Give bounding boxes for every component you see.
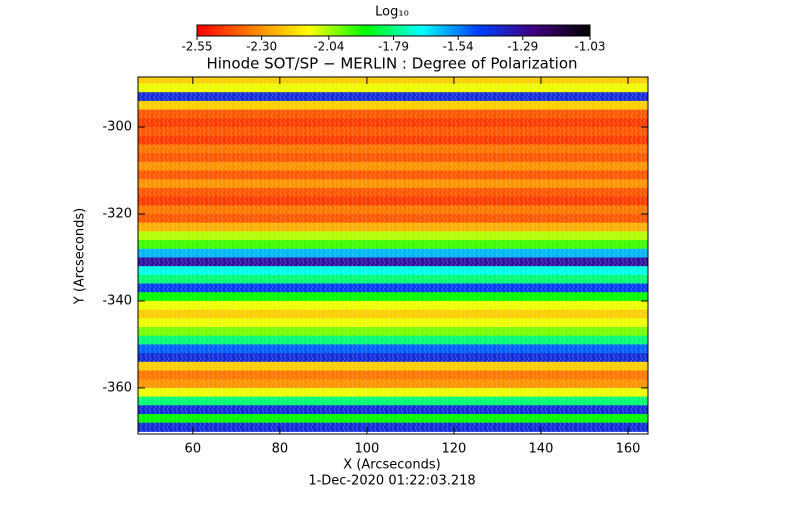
colorbar-tick-label: -1.29 [507,40,538,54]
colorbar-tick-label: -1.79 [378,40,409,54]
x-axis-label: X (Arcseconds) [343,458,440,473]
y-tick-label: -360 [102,380,132,395]
colorbar-tick-label: -1.03 [574,40,605,54]
heatmap [138,77,648,434]
chart-title: Hinode SOT/SP − MERLIN : Degree of Polar… [206,55,577,73]
texture-overlay [138,77,648,434]
x-tick-label: 80 [272,442,289,457]
colorbar-tick-label: -2.30 [246,40,277,54]
x-tick-label: 100 [354,442,379,457]
x-tick-label: 160 [616,442,641,457]
plot-frame [137,76,649,435]
x-tick-label: 60 [185,442,202,457]
y-tick-label: -320 [102,206,132,221]
y-tick-label: -340 [102,293,132,308]
colorbar-tick-label: -2.04 [313,40,344,54]
y-axis-label: Y (Arcseconds) [73,208,88,305]
x-tick-label: 120 [442,442,467,457]
y-tick-label: -300 [102,120,132,135]
colorbar [196,24,591,37]
colorbar-label: Log₁₀ [375,5,409,20]
colorbar-tick-label: -1.54 [443,40,474,54]
colorbar-tick-label: -2.55 [181,40,212,54]
footer: 1-Dec-2020 01:22:03.218 [308,474,475,489]
x-tick-label: 140 [529,442,554,457]
